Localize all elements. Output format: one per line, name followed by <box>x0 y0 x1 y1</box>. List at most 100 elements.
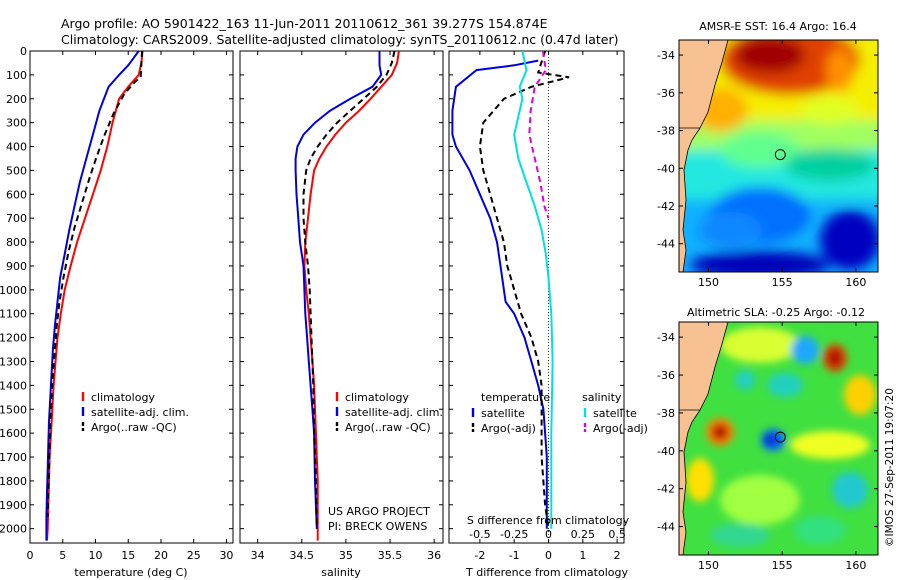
legend-entry: Argo(..raw -QC) <box>345 421 431 434</box>
map-y-tick-label: -34 <box>657 49 675 62</box>
y-tick-label: 700 <box>6 212 27 225</box>
y-tick-label: 100 <box>6 69 27 82</box>
x-tick-label: 35.5 <box>378 549 403 562</box>
map-x-tick-label: 155 <box>772 276 793 289</box>
y-tick-label: 1700 <box>0 451 27 464</box>
y-tick-label: 1800 <box>0 475 27 488</box>
header-line-1: Argo profile: AO 5901422_163 11-Jun-2011… <box>61 16 548 31</box>
sst-land <box>679 40 728 272</box>
temperature-xlabel: temperature (deg C) <box>74 566 187 579</box>
y-tick-label: 500 <box>6 164 27 177</box>
x-tick-label: 1 <box>579 549 586 562</box>
sst-float-marker <box>774 149 786 161</box>
y-tick-label: 1500 <box>0 403 27 416</box>
series-line-satellite-adj-clim- <box>294 51 383 529</box>
series-line-salinity-argo-adj- <box>528 51 550 219</box>
y-tick-label: 200 <box>6 93 27 106</box>
difference-panel: -2 -1 0 1 2-0.5 -0.25 0 0.25 0.5temperaturesatel… <box>448 50 648 562</box>
x-tick-label: -2 <box>474 549 485 562</box>
legend-entry: Argo(-adj) <box>593 422 648 435</box>
y-tick-label: 600 <box>6 188 27 201</box>
y-tick-label: 1600 <box>0 427 27 440</box>
y-tick-label: 1400 <box>0 379 27 392</box>
y-tick-label: 400 <box>6 141 27 154</box>
sla-land <box>679 322 728 555</box>
salinity-panel: 34 34.5 35 35.5 36 climatology satellite-adj. … <box>239 50 444 562</box>
legend-group-title: temperature <box>481 391 550 404</box>
salinity-xlabel: salinity <box>321 566 361 579</box>
y-tick-label: 1200 <box>0 332 27 345</box>
y-tick-label: 1100 <box>0 308 27 321</box>
y-tick-label: 1000 <box>0 284 27 297</box>
map-y-tick-label: -38 <box>657 407 675 420</box>
x-tick-label: 34.5 <box>290 549 315 562</box>
series-line-climatology <box>46 51 144 541</box>
y-tick-label: 2000 <box>0 523 27 536</box>
map-y-tick-label: -44 <box>657 521 675 534</box>
x2-tick-label: -0.25 <box>500 528 528 541</box>
x-tick-label: 30 <box>219 549 233 562</box>
y-tick-label: 1300 <box>0 355 27 368</box>
sla-float-marker <box>774 431 786 443</box>
annotation-line-1: US ARGO PROJECT <box>328 505 430 518</box>
map-y-tick-label: -34 <box>657 331 675 344</box>
difference-xlabel-2: S difference from climatology <box>467 514 630 527</box>
legend-entry: satellite <box>593 407 637 420</box>
legend-entry: climatology <box>91 391 155 404</box>
x-tick-label: 35 <box>339 549 353 562</box>
x-tick-label: 15 <box>121 549 135 562</box>
map-y-tick-label: -36 <box>657 369 675 382</box>
series-line-salinity-satellite <box>513 51 554 529</box>
x2-tick-label: 0.25 <box>571 528 596 541</box>
map-x-tick-label: 150 <box>698 276 719 289</box>
difference-xlabel: T difference from climatology <box>465 566 628 579</box>
x2-tick-label: 0.5 <box>608 528 626 541</box>
map-y-tick-label: -40 <box>657 162 675 175</box>
series-line-climatology <box>303 51 400 541</box>
sst-map-title: AMSR-E SST: 16.4 Argo: 16.4 <box>699 20 857 33</box>
series-line-argo-raw-qc- <box>302 51 396 529</box>
series-line-satellite-adj-clim- <box>45 51 140 541</box>
y-tick-label: 800 <box>6 236 27 249</box>
x-tick-label: 36 <box>427 549 441 562</box>
map-y-tick-label: -42 <box>657 483 675 496</box>
side-credit: ©IMOS 27-Sep-2011 19:07:20 <box>884 388 896 547</box>
legend-entry: satellite <box>481 407 525 420</box>
x-tick-label: 2 <box>614 549 621 562</box>
x-tick-label: 10 <box>88 549 102 562</box>
x-tick-label: 25 <box>187 549 201 562</box>
x-tick-label: 5 <box>59 549 66 562</box>
sst-map: AMSR-E SST: 16.4 Argo: 16.4 <box>657 20 879 289</box>
y-tick-label: 0 <box>20 45 27 58</box>
map-x-tick-label: 150 <box>698 559 719 572</box>
legend-entry: satellite-adj. clim. <box>345 406 443 419</box>
map-x-tick-label: 155 <box>772 559 793 572</box>
x-tick-label: 20 <box>154 549 168 562</box>
x-tick-label: -1 <box>509 549 520 562</box>
map-x-tick-label: 160 <box>845 276 866 289</box>
x-tick-label: 34 <box>251 549 265 562</box>
y-tick-label: 1900 <box>0 499 27 512</box>
map-y-tick-label: -40 <box>657 445 675 458</box>
legend-group-title: salinity <box>582 391 622 404</box>
map-y-tick-label: -36 <box>657 87 675 100</box>
legend-entry: Argo(-adj) <box>481 422 536 435</box>
legend-entry: Argo(..raw -QC) <box>91 421 177 434</box>
x-tick-label: 0 <box>545 549 552 562</box>
sla-map: Altimetric SLA: -0.25 Argo: -0.12 <box>657 306 879 572</box>
map-x-tick-label: 160 <box>845 559 866 572</box>
map-y-tick-label: -38 <box>657 125 675 138</box>
map-y-tick-label: -42 <box>657 200 675 213</box>
y-tick-label: 300 <box>6 117 27 130</box>
legend-entry: satellite-adj. clim. <box>91 406 189 419</box>
y-tick-label: 900 <box>6 260 27 273</box>
legend-entry: climatology <box>345 391 409 404</box>
plot-frame <box>239 50 444 544</box>
x2-tick-label: -0.5 <box>469 528 490 541</box>
temperature-panel: 0 100 200 300 400 500 600 700 800 900 1000 1100 1200… <box>0 45 234 562</box>
sla-map-title: Altimetric SLA: -0.25 Argo: -0.12 <box>687 306 865 319</box>
series-line-argo-raw-qc- <box>46 51 143 517</box>
plot-frame <box>448 50 625 544</box>
header-line-2: Climatology: CARS2009. Satellite-adjuste… <box>61 32 618 47</box>
